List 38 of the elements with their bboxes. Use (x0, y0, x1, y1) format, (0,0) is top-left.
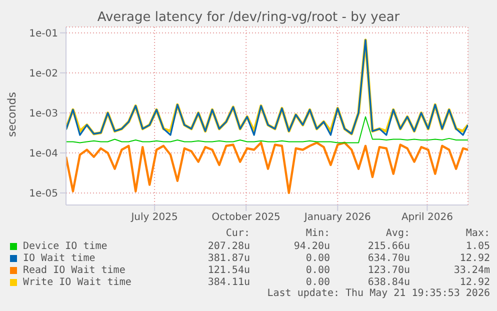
x-tick-label: October 2025 (212, 212, 280, 224)
text: 121.54u (206, 264, 250, 276)
line-series (66, 142, 468, 194)
text: 123.70u (366, 264, 410, 276)
y-tick-label: 1e-03 (29, 108, 58, 120)
text: Cur: (224, 228, 250, 240)
text: 12.92 (458, 276, 490, 288)
text: 215.66u (366, 240, 410, 252)
text: 12.92 (458, 252, 490, 264)
line-series (66, 116, 468, 144)
legend-label: IO Wait time (23, 252, 96, 264)
text: 384.11u (206, 276, 250, 288)
text: 0.00 (304, 252, 330, 264)
x-tick-label: January 2026 (303, 212, 371, 224)
x-tick-label: July 2025 (130, 212, 178, 224)
text: 207.28u (206, 240, 250, 252)
text: 1.05 (464, 240, 490, 252)
chart-title: Average latency for /dev/ring-vg/root - by year (96, 10, 401, 25)
text: 638.84u (366, 276, 410, 288)
text: Last update: Thu May 21 19:35:53 2026 (266, 288, 490, 300)
text: 0.00 (304, 264, 330, 276)
text: Max: (464, 228, 490, 240)
legend-label: Write IO Wait time (23, 276, 132, 288)
text: 381.87u (206, 252, 250, 264)
y-tick-label: 1e-02 (29, 68, 58, 80)
y-tick-label: 1e-04 (29, 148, 58, 160)
text: Avg: (384, 228, 410, 240)
x-tick-label: April 2026 (401, 212, 453, 224)
y-tick-label: 1e-01 (29, 28, 58, 40)
text: 94.20u (292, 240, 330, 252)
text: 0.00 (304, 276, 330, 288)
text: 634.70u (366, 252, 410, 264)
y-axis-title: seconds (6, 91, 18, 139)
y-tick-label: 1e-05 (29, 188, 58, 200)
legend-label: Read IO Wait time (23, 264, 126, 276)
legend-label: Device IO time (23, 240, 108, 252)
text: 33.24m (452, 264, 490, 276)
text: Min: (304, 228, 330, 240)
